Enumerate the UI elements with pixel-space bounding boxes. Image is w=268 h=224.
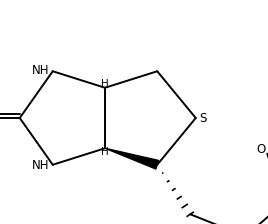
Text: H: H — [101, 147, 109, 157]
Text: H: H — [101, 79, 109, 89]
Text: NH: NH — [32, 64, 50, 77]
Polygon shape — [105, 148, 159, 169]
Text: O: O — [256, 143, 265, 156]
Text: NH: NH — [32, 159, 50, 172]
Text: S: S — [199, 112, 206, 125]
